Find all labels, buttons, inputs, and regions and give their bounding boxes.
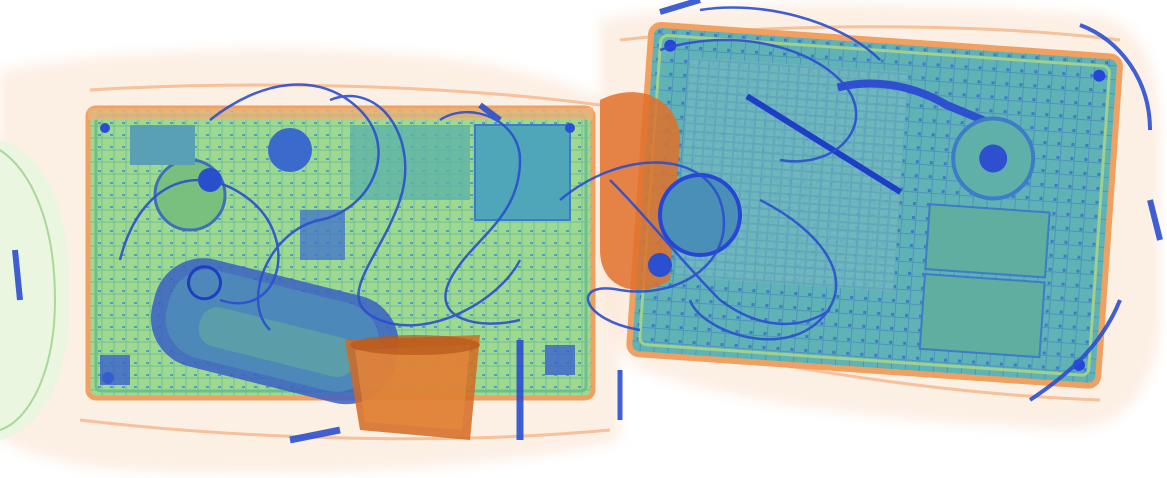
cup [345,335,480,440]
cables [12,0,1163,444]
laptop-right [600,22,1123,389]
bottle [150,258,399,405]
